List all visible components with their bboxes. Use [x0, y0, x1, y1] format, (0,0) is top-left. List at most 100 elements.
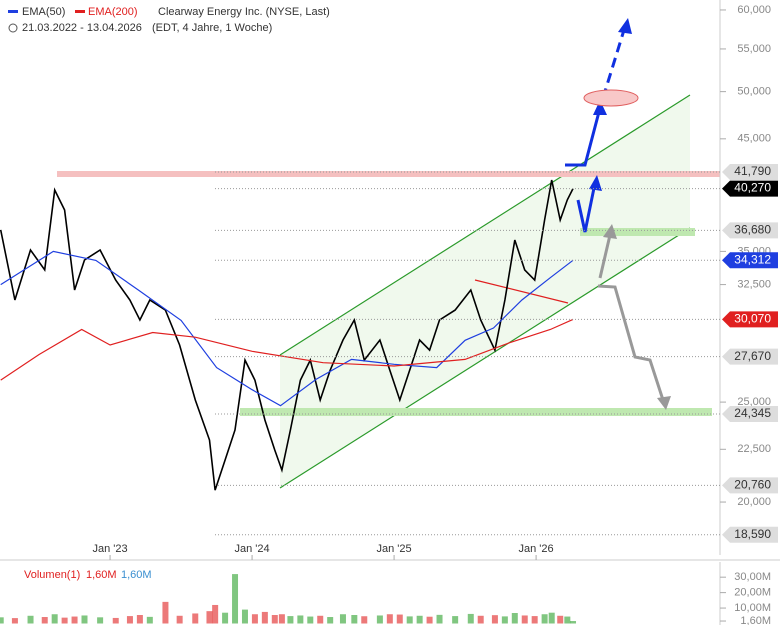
target-ellipse [583, 89, 639, 107]
price-label-box [722, 348, 778, 365]
volume-bar [71, 616, 78, 624]
volume-bar [146, 616, 153, 624]
volume-bar [297, 615, 304, 624]
volume-bar [541, 614, 548, 624]
arrow-head [603, 224, 617, 239]
volume-bar [261, 611, 268, 624]
y-tick-label: 10,00M [734, 602, 771, 614]
volume-bar [351, 615, 358, 624]
volume-bar [557, 615, 564, 624]
trend-line [474, 279, 569, 304]
legend-label: EMA(50) [22, 6, 65, 18]
y-tick-label: 50,000 [737, 86, 771, 98]
volume-bar [0, 617, 4, 624]
clock-icon [8, 23, 18, 33]
legend-label: EMA(200) [88, 6, 138, 18]
volume-bar [570, 621, 577, 624]
ema-line [0, 318, 574, 381]
support-band [580, 228, 695, 236]
volume-bar [81, 615, 88, 624]
arrow-head [589, 175, 602, 191]
legend-swatch [8, 10, 18, 13]
arrow [601, 29, 626, 99]
volume-bar [501, 616, 508, 624]
volume-bar [11, 618, 18, 624]
y-tick-label: 20,000 [737, 496, 771, 508]
volume-bar [426, 616, 433, 624]
resistance-band [57, 171, 720, 177]
volume-bar [531, 616, 538, 624]
volume-bar [548, 612, 555, 624]
arrow [565, 107, 602, 167]
y-tick-label: 1,60M [740, 615, 771, 625]
arrow [598, 234, 612, 279]
volume-bar [241, 609, 248, 624]
x-tick-label: Jan '24 [235, 543, 270, 555]
x-tick-label: Jan '23 [92, 543, 127, 555]
arrow-head [618, 18, 632, 34]
volume-bar [162, 601, 169, 624]
price-label: 40,270 [734, 181, 771, 195]
price-label: 24,345 [734, 406, 771, 420]
volume-bar [307, 616, 314, 624]
price-label-box [722, 526, 778, 543]
y-tick-label: 25,000 [737, 396, 771, 408]
volume-bar [27, 615, 34, 624]
volume-bar [222, 612, 229, 624]
volume-bar [327, 617, 334, 624]
y-tick-label: 30,00M [734, 571, 771, 583]
volume-bar [271, 615, 278, 624]
volume-bar [287, 616, 294, 624]
volume-bar [176, 615, 183, 624]
volume-bar [564, 616, 571, 624]
price-label: 41,790 [734, 164, 771, 178]
volume-bar [126, 616, 133, 624]
volume-bar [339, 614, 346, 624]
volume-annotation: 1,60M [86, 569, 117, 581]
price-label: 36,680 [734, 223, 771, 237]
price-label-box [722, 405, 778, 422]
price-label: 34,312 [734, 252, 771, 266]
y-tick-label: 22,500 [737, 443, 771, 455]
volume-bar [112, 617, 119, 624]
legend-swatch [75, 10, 85, 13]
volume-bar [206, 611, 213, 624]
y-tick-label: 45,000 [737, 133, 771, 145]
price-label: 18,590 [734, 527, 771, 541]
volume-bar [361, 616, 368, 624]
volume-bar [396, 614, 403, 624]
volume-bar [136, 615, 143, 624]
volume-bar [251, 614, 258, 624]
volume-title: Volumen(1) [24, 569, 80, 581]
volume-bar [317, 615, 324, 624]
volume-bar [212, 604, 219, 624]
volume-bar [521, 615, 528, 624]
volume-bar [467, 613, 474, 624]
channel-fill [280, 95, 690, 488]
y-tick-label: 60,000 [737, 4, 771, 16]
y-tick-label: 20,00M [734, 587, 771, 599]
plot-area [0, 179, 574, 491]
support-band [240, 408, 712, 416]
arrow-head [657, 396, 671, 410]
channel-upper [279, 94, 691, 356]
price-label-box [722, 163, 778, 180]
y-tick-label: 32,500 [737, 278, 771, 290]
price-label: 27,670 [734, 349, 771, 363]
price-label-box [722, 222, 778, 239]
volume-bar [386, 614, 393, 624]
volume-bar [192, 613, 199, 624]
price-label-box [722, 311, 778, 328]
volume-bar [436, 614, 443, 624]
volume-bar [51, 614, 58, 624]
subtitle: 21.03.2022 - 13.04.2026 [22, 22, 142, 34]
price-label-box [722, 477, 778, 494]
volume-bar [416, 615, 423, 624]
channel-lower [279, 227, 691, 489]
volume-bar [61, 617, 68, 624]
volume-bar [406, 616, 413, 624]
volume-annotation: 1,60M [121, 569, 152, 581]
volume-bar [452, 616, 459, 624]
price-label-box [722, 180, 778, 197]
